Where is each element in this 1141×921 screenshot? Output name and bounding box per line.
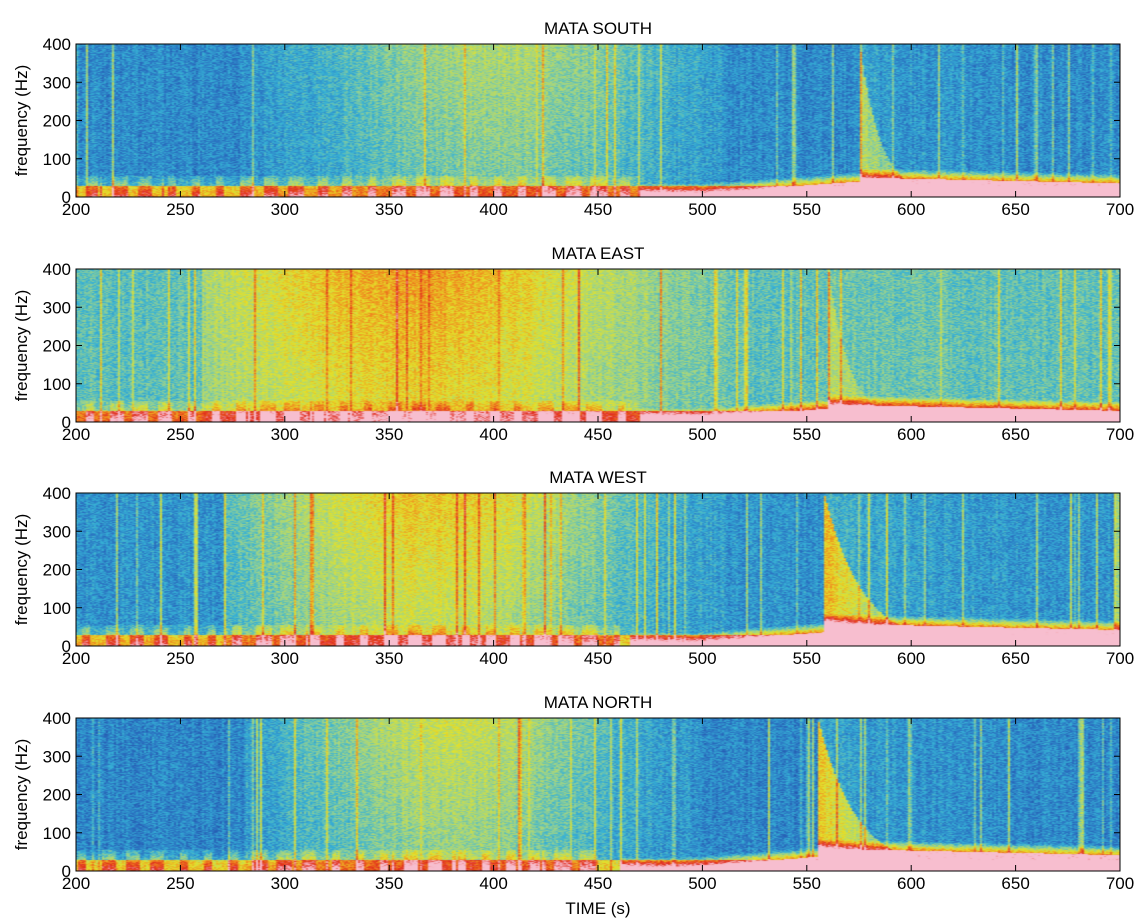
y-tick-label: 0	[62, 188, 71, 207]
panel-title-2: MATA WEST	[549, 468, 647, 487]
y-axis-label-0: frequency (Hz)	[12, 65, 31, 176]
x-tick-label: 300	[271, 649, 299, 668]
x-tick-label: 350	[375, 200, 403, 219]
x-tick-label: 400	[479, 200, 507, 219]
x-tick-label: 650	[1001, 200, 1029, 219]
x-tick-label: 550	[793, 200, 821, 219]
x-tick-label: 200	[62, 874, 90, 893]
x-tick-label: 550	[793, 874, 821, 893]
x-tick-label: 300	[271, 874, 299, 893]
x-tick-label: 250	[166, 649, 194, 668]
x-tick-label: 350	[375, 649, 403, 668]
y-tick-label: 0	[62, 413, 71, 432]
panel-2: MATA WEST frequency (Hz) 200 250 300 350 400 45…	[12, 468, 1134, 668]
y-axis-label-1: frequency (Hz)	[12, 290, 31, 401]
y-tick-label: 400	[43, 35, 71, 54]
x-tick-label: 600	[897, 200, 925, 219]
x-tick-label: 650	[1001, 425, 1029, 444]
y-tick-label: 300	[43, 522, 71, 541]
y-tick-label: 300	[43, 73, 71, 92]
x-tick-label: 700	[1106, 425, 1134, 444]
x-tick-label: 550	[793, 649, 821, 668]
x-tick-label: 200	[62, 200, 90, 219]
x-tick-label: 200	[62, 649, 90, 668]
x-tick-label: 250	[166, 874, 194, 893]
y-tick-label: 400	[43, 484, 71, 503]
x-tick-label: 450	[584, 425, 612, 444]
panel-title-0: MATA SOUTH	[544, 19, 652, 38]
y-tick-label: 200	[43, 561, 71, 580]
x-tick-label: 600	[897, 425, 925, 444]
y-tick-label: 200	[43, 786, 71, 805]
x-tick-label: 500	[688, 425, 716, 444]
x-tick-label: 600	[897, 649, 925, 668]
panel-0: MATA SOUTH frequency (Hz) 200 250 300 350 400 4…	[12, 19, 1134, 219]
y-tick-label: 200	[43, 337, 71, 356]
x-axis-label: TIME (s)	[565, 899, 630, 918]
x-tick-label: 550	[793, 425, 821, 444]
y-tick-label: 100	[43, 150, 71, 169]
panel-title-1: MATA EAST	[552, 244, 645, 263]
y-tick-label: 400	[43, 709, 71, 728]
x-tick-label: 250	[166, 425, 194, 444]
spectrogram-image-1	[76, 269, 1120, 422]
y-axis-label-2: frequency (Hz)	[12, 514, 31, 625]
x-tick-label: 300	[271, 200, 299, 219]
x-tick-label: 700	[1106, 200, 1134, 219]
y-tick-label: 200	[43, 112, 71, 131]
x-tick-label: 500	[688, 649, 716, 668]
x-tick-label: 650	[1001, 874, 1029, 893]
x-tick-label: 200	[62, 425, 90, 444]
x-tick-label: 450	[584, 649, 612, 668]
x-tick-label: 350	[375, 425, 403, 444]
panel-1: MATA EAST frequency (Hz) 200 250 300 350 400 45…	[12, 244, 1134, 444]
x-tick-label: 700	[1106, 649, 1134, 668]
y-tick-label: 100	[43, 375, 71, 394]
x-tick-label: 500	[688, 874, 716, 893]
y-tick-label: 100	[43, 824, 71, 843]
panel-3: MATA NORTH frequency (Hz) 200 250 300 350 400 4…	[12, 693, 1134, 893]
y-tick-label: 300	[43, 298, 71, 317]
spectrogram-image-2	[76, 493, 1120, 646]
x-tick-label: 300	[271, 425, 299, 444]
x-tick-label: 400	[479, 425, 507, 444]
x-tick-label: 400	[479, 874, 507, 893]
spectrogram-image-3	[76, 718, 1120, 871]
spectrogram-image-0	[76, 44, 1120, 197]
x-tick-label: 450	[584, 874, 612, 893]
x-tick-label: 350	[375, 874, 403, 893]
y-axis-label-3: frequency (Hz)	[12, 739, 31, 850]
panel-title-3: MATA NORTH	[544, 693, 653, 712]
y-tick-label: 300	[43, 747, 71, 766]
x-tick-label: 650	[1001, 649, 1029, 668]
y-tick-label: 0	[62, 862, 71, 881]
x-tick-label: 700	[1106, 874, 1134, 893]
y-tick-label: 100	[43, 599, 71, 618]
x-tick-label: 600	[897, 874, 925, 893]
y-tick-label: 0	[62, 637, 71, 656]
x-tick-label: 500	[688, 200, 716, 219]
y-tick-label: 400	[43, 260, 71, 279]
x-tick-label: 450	[584, 200, 612, 219]
x-tick-label: 400	[479, 649, 507, 668]
x-tick-label: 250	[166, 200, 194, 219]
